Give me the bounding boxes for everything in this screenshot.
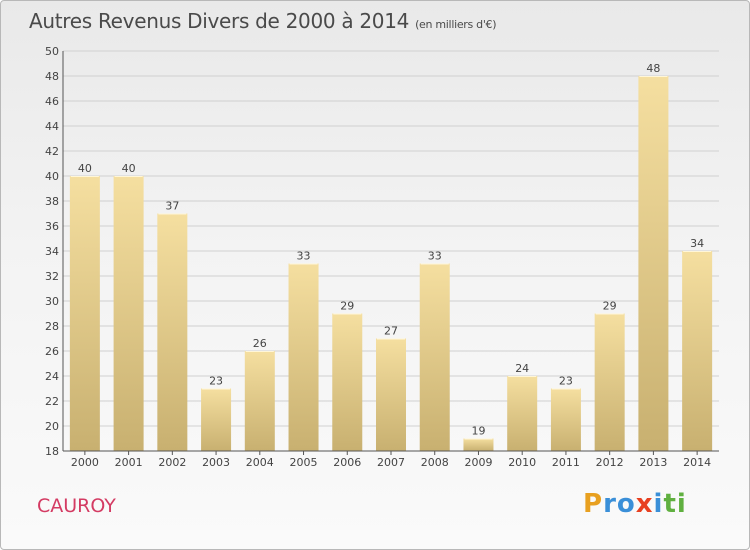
y-tick-label: 26: [45, 345, 59, 358]
bar-2009[interactable]: [463, 438, 494, 452]
x-tick-label: 2000: [71, 456, 99, 469]
bar-2010[interactable]: [507, 376, 538, 451]
data-label: 33: [428, 250, 442, 263]
y-tick-label: 44: [45, 120, 59, 133]
x-tick-label: 2010: [508, 456, 536, 469]
bar-2012[interactable]: [594, 313, 625, 452]
y-tick-label: 50: [45, 45, 59, 58]
logo-letter: t: [663, 489, 677, 519]
y-tick-label: 24: [45, 370, 59, 383]
logo-letter: i: [653, 489, 664, 519]
x-tick-label: 2002: [158, 456, 186, 469]
bar-2004[interactable]: [244, 351, 275, 451]
x-tick-label: 2011: [552, 456, 580, 469]
x-tick-label: 2009: [464, 456, 492, 469]
logo-letter: r: [603, 489, 617, 519]
x-tick-label: 2003: [202, 456, 230, 469]
bar-2007[interactable]: [376, 338, 406, 452]
bars: [69, 76, 713, 452]
data-label: 27: [384, 325, 398, 338]
y-tick-label: 18: [45, 445, 59, 458]
y-tick-label: 34: [45, 245, 59, 258]
y-tick-label: 36: [45, 220, 59, 233]
bar-2011[interactable]: [550, 388, 581, 452]
x-tick-label: 2001: [115, 456, 143, 469]
data-label: 37: [165, 200, 179, 213]
logo-letter: P: [583, 489, 604, 519]
chart-title: Autres Revenus Divers de 2000 à 2014 (en …: [29, 9, 497, 33]
data-labels: 40 40 37 23 26 33 29 27 33 19 24 23 29 48 34: [78, 62, 704, 438]
data-label: 40: [78, 162, 92, 175]
bar-2006[interactable]: [332, 313, 363, 452]
y-tick-label: 48: [45, 70, 59, 83]
data-label: 40: [122, 162, 136, 175]
y-tick-label: 32: [45, 270, 59, 283]
chart-title-main: Autres Revenus Divers de 2000 à 2014: [29, 9, 410, 33]
y-tick-label: 30: [45, 295, 59, 308]
data-label: 33: [297, 250, 311, 263]
logo-letter: o: [616, 489, 636, 519]
x-tick-label: 2004: [246, 456, 274, 469]
logo-letter: i: [676, 489, 687, 519]
y-tick-label: 46: [45, 95, 59, 108]
y-tick-label: 40: [45, 170, 59, 183]
x-tick-label: 2005: [290, 456, 318, 469]
bar-2003[interactable]: [201, 388, 232, 452]
x-tick-label: 2012: [596, 456, 624, 469]
bar-2014[interactable]: [682, 251, 713, 451]
y-tick-label: 42: [45, 145, 59, 158]
x-tick-label: 2014: [683, 456, 711, 469]
bar-2001[interactable]: [113, 176, 144, 451]
data-label: 23: [559, 375, 573, 388]
data-label: 34: [690, 237, 704, 250]
data-label: 24: [515, 362, 529, 375]
bar-2013[interactable]: [638, 76, 669, 451]
bar-2005[interactable]: [288, 263, 319, 452]
data-label: 29: [603, 300, 617, 313]
axes: 18 20 22 24 26 28 30 32 34 36 38 40 42 44 46 48 50 2000 20…: [45, 45, 719, 469]
data-label: 29: [340, 300, 354, 313]
data-label: 26: [253, 337, 267, 350]
bar-2000[interactable]: [69, 176, 100, 451]
data-label: 48: [646, 62, 660, 75]
x-tick-label: 2006: [333, 456, 361, 469]
y-tick-label: 20: [45, 420, 59, 433]
x-tick-label: 2007: [377, 456, 405, 469]
chart-title-unit: (en milliers d'€): [415, 18, 497, 31]
x-tick-label: 2008: [421, 456, 449, 469]
logo-letter: x: [635, 489, 654, 519]
data-label: 19: [471, 425, 485, 438]
x-tick-label: 2013: [639, 456, 667, 469]
bar-2008[interactable]: [419, 263, 450, 452]
proxiti-logo[interactable]: Proxiti: [583, 489, 687, 519]
y-tick-label: 38: [45, 195, 59, 208]
y-tick-label: 22: [45, 395, 59, 408]
data-label: 23: [209, 375, 223, 388]
y-tick-label: 28: [45, 320, 59, 333]
bar-2002[interactable]: [157, 213, 188, 452]
town-name: CAUROY: [37, 495, 116, 517]
